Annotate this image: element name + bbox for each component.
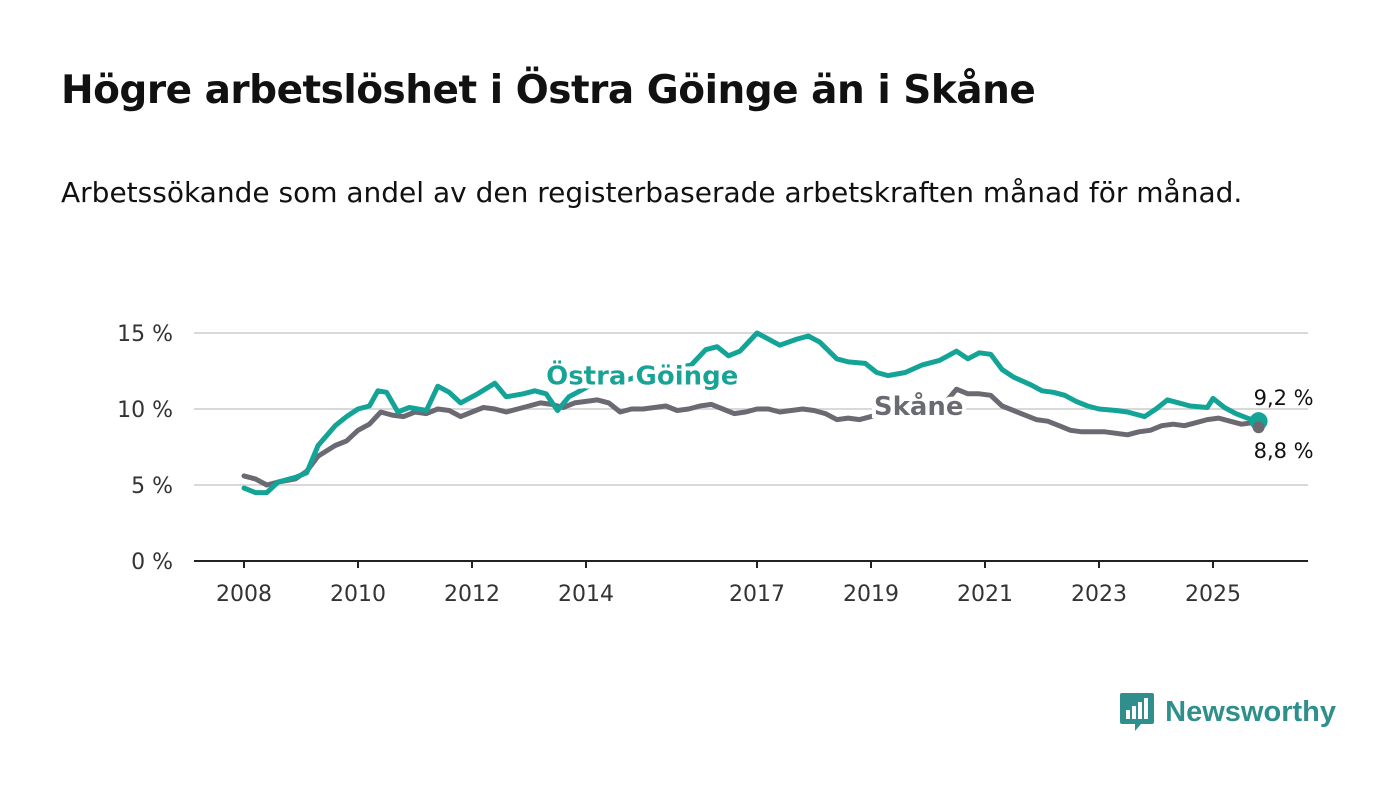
- x-tick-label: 2012: [444, 582, 500, 607]
- series-end-point: [1252, 421, 1265, 434]
- x-tick-label: 2010: [330, 582, 386, 607]
- brand-logo: Newsworthy: [1119, 691, 1336, 733]
- x-tick-label: 2014: [558, 582, 614, 607]
- chart-subtitle: Arbetssökande som andel av den registerb…: [61, 176, 1243, 209]
- end-value-label: 8,8 %: [1254, 439, 1314, 463]
- page-title: Högre arbetslöshet i Östra Göinge än i S…: [61, 68, 1036, 113]
- y-tick-label: 5 %: [131, 474, 173, 499]
- y-tick-label: 0 %: [131, 550, 173, 575]
- x-tick-label: 2023: [1071, 582, 1127, 607]
- y-tick-label: 15 %: [117, 322, 173, 347]
- series-line-sk-ne: [241, 386, 1262, 488]
- x-tick-label: 2017: [729, 582, 785, 607]
- end-value-label: 9,2 %: [1254, 386, 1314, 410]
- x-tick-label: 2021: [957, 582, 1013, 607]
- x-tick-label: 2008: [216, 582, 272, 607]
- series-line--stra-g-inge: [241, 330, 1262, 496]
- x-tick-label: 2019: [843, 582, 899, 607]
- brand-name: Newsworthy: [1165, 695, 1336, 728]
- y-tick-label: 10 %: [117, 398, 173, 423]
- series-inline-label: Skåne: [874, 390, 964, 422]
- x-tick-label: 2025: [1185, 582, 1241, 607]
- newsworthy-logo-icon: [1120, 693, 1155, 731]
- series-inline-label: Östra Göinge: [546, 359, 738, 392]
